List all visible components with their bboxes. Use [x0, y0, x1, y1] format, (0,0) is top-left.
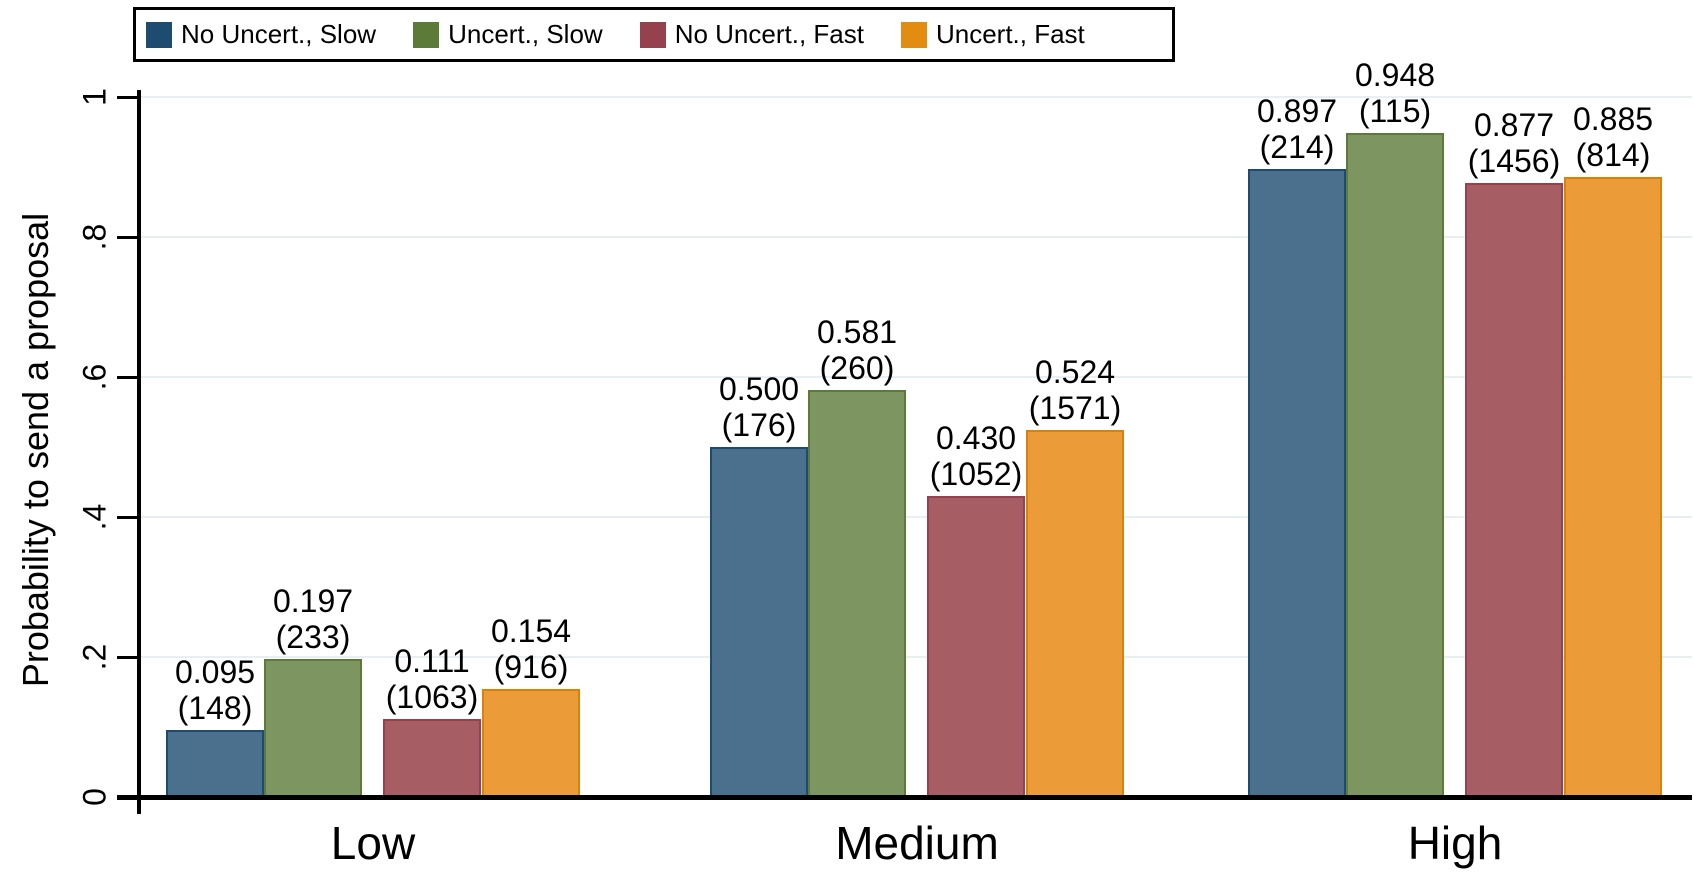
- y-tick: [117, 376, 139, 379]
- bar-label: 0.500 (176): [719, 371, 799, 443]
- gridline: [141, 236, 1692, 238]
- bar-count-label: (916): [493, 649, 569, 685]
- bar-label: 0.877 (1456): [1468, 107, 1561, 179]
- bar-value-label: 0.430: [935, 420, 1017, 456]
- bar: [264, 659, 362, 797]
- bar-label: 0.885 (814): [1573, 101, 1653, 173]
- bar: [383, 719, 481, 797]
- bar-count-label: (1052): [929, 456, 1023, 492]
- bar-label: 0.095 (148): [175, 654, 255, 726]
- y-tick: [117, 236, 139, 239]
- bar-label: 0.197 (233): [273, 583, 353, 655]
- bar-label: 0.111 (1063): [386, 643, 479, 715]
- category-label: High: [1407, 817, 1503, 869]
- bar: [1026, 430, 1124, 797]
- y-tick: [117, 516, 139, 519]
- legend-item: No Uncert., Slow: [146, 19, 376, 50]
- bar-value-label: 0.154: [490, 613, 572, 649]
- bar: [1248, 169, 1346, 797]
- bar: [710, 447, 808, 797]
- bar-count-label: (814): [1575, 137, 1651, 173]
- bar-value-label: 0.877: [1473, 107, 1555, 143]
- bar-label: 0.524 (1571): [1029, 354, 1122, 426]
- bar: [482, 689, 580, 797]
- bar-count-label: (148): [177, 690, 253, 726]
- y-tick-label: .6: [76, 363, 113, 391]
- y-tick-label: .8: [76, 223, 113, 251]
- bar-count-label: (1063): [385, 679, 479, 715]
- legend-label: No Uncert., Slow: [181, 19, 377, 49]
- legend-swatch-2: [639, 21, 666, 48]
- gridline: [141, 96, 1692, 98]
- bar-count-label: (1571): [1028, 390, 1122, 426]
- bar-count-label: (1456): [1467, 143, 1561, 179]
- bar: [1465, 183, 1563, 797]
- bar-label: 0.897 (214): [1257, 93, 1337, 165]
- bar-value-label: 0.948: [1354, 57, 1436, 93]
- legend-swatch-0: [146, 21, 172, 48]
- y-tick-label: 0: [76, 788, 113, 806]
- bar-value-label: 0.524: [1034, 354, 1116, 390]
- legend-item: No Uncert., Fast: [639, 19, 864, 50]
- category-label: Low: [330, 817, 416, 869]
- legend-item: Uncert., Slow: [413, 19, 603, 50]
- gridline: [141, 516, 1692, 518]
- y-axis-line: [137, 90, 141, 814]
- y-tick-label: 1: [76, 88, 113, 106]
- gridline: [141, 376, 1692, 378]
- bar: [927, 496, 1025, 797]
- bar-value-label: 0.897: [1256, 93, 1338, 129]
- y-tick: [117, 796, 139, 799]
- legend-swatch-1: [413, 21, 440, 48]
- bar: [808, 390, 906, 797]
- bar-value-label: 0.500: [718, 371, 800, 407]
- bar-value-label: 0.885: [1572, 101, 1654, 137]
- bar: [1564, 177, 1662, 797]
- gridline: [141, 656, 1692, 658]
- bar-count-label: (214): [1259, 129, 1335, 165]
- bar: [166, 730, 264, 797]
- legend-label: Uncert., Slow: [448, 19, 603, 49]
- y-tick: [117, 96, 139, 99]
- legend: No Uncert., Slow Uncert., Slow No Uncert…: [133, 7, 1175, 62]
- legend-label: No Uncert., Fast: [674, 19, 864, 49]
- y-tick: [117, 656, 139, 659]
- y-tick-label: .4: [76, 503, 113, 531]
- bar-count-label: (233): [275, 619, 351, 655]
- category-label: Medium: [835, 817, 999, 869]
- bar-value-label: 0.095: [174, 654, 256, 690]
- legend-swatch-3: [900, 21, 927, 48]
- bar-count-label: (115): [1358, 93, 1432, 129]
- bar-value-label: 0.111: [394, 643, 470, 679]
- bar-label: 0.948 (115): [1355, 57, 1435, 129]
- bar-value-label: 0.581: [816, 314, 898, 350]
- bar-label: 0.430 (1052): [930, 420, 1023, 492]
- bar-label: 0.154 (916): [491, 613, 571, 685]
- x-axis-line: [117, 795, 1692, 800]
- legend-label: Uncert., Fast: [935, 19, 1085, 49]
- bar-label: 0.581 (260): [817, 314, 897, 386]
- bar-count-label: (176): [721, 407, 797, 443]
- y-tick-label: .2: [76, 643, 113, 671]
- bar-count-label: (260): [819, 350, 895, 386]
- legend-item: Uncert., Fast: [900, 19, 1085, 50]
- y-axis-title: Probability to send a proposal: [15, 212, 56, 688]
- bar: [1346, 133, 1444, 797]
- bar-value-label: 0.197: [272, 583, 354, 619]
